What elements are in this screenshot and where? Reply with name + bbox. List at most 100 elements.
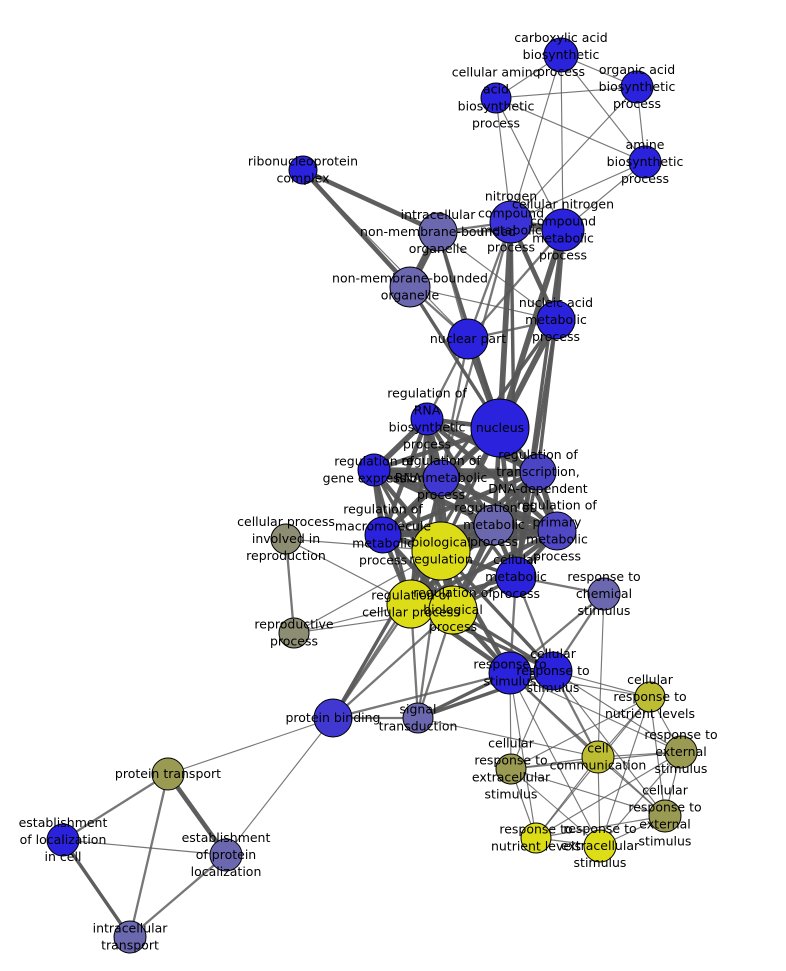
graph-node[interactable] xyxy=(520,822,552,854)
graph-node-label: cellular nitrogen compound metabolic proces… xyxy=(512,196,614,262)
graph-node-label: response to stimulus xyxy=(473,656,546,688)
graph-node[interactable] xyxy=(536,300,576,340)
graph-node-label: establishment of localization in cell xyxy=(19,815,108,864)
graph-edge xyxy=(510,768,601,847)
graph-node[interactable] xyxy=(364,516,402,554)
graph-node-label: carboxylic acid biosynthetic process xyxy=(514,30,607,79)
graph-node-label: intracellular non-membrane-bounded organel… xyxy=(360,207,516,256)
graph-edge xyxy=(302,169,469,340)
graph-node-label: regulation of transcription, DNA-dependent xyxy=(488,447,587,496)
graph-edge xyxy=(495,97,564,231)
graph-node[interactable] xyxy=(357,453,391,487)
graph-node[interactable] xyxy=(495,753,527,785)
graph-node[interactable] xyxy=(151,757,185,791)
graph-edge xyxy=(510,768,666,817)
graph-edge xyxy=(417,717,599,758)
graph-node[interactable] xyxy=(470,398,530,458)
graph-node[interactable] xyxy=(648,799,682,833)
graph-edge xyxy=(61,838,132,939)
edges-layer xyxy=(61,54,682,939)
graph-node-label: cellular response to external stimulus xyxy=(628,782,701,848)
graph-edge xyxy=(380,469,541,538)
graph-edge xyxy=(439,337,470,480)
graph-node[interactable] xyxy=(418,212,458,252)
graph-node-label: protein binding xyxy=(285,710,380,725)
graph-node[interactable] xyxy=(583,829,617,863)
graph-edge xyxy=(495,86,638,99)
graph-node[interactable] xyxy=(620,70,654,104)
graph-edge xyxy=(466,228,565,341)
graph-edge xyxy=(371,467,560,534)
graph-node[interactable] xyxy=(489,200,533,244)
graph-edge xyxy=(284,537,296,635)
graph-node[interactable] xyxy=(587,577,621,611)
nodes-layer[interactable] xyxy=(46,37,698,954)
graph-node[interactable] xyxy=(411,521,471,581)
graph-edge xyxy=(509,672,682,753)
graph-node[interactable] xyxy=(634,681,666,713)
graph-edge xyxy=(61,772,170,842)
graph-node[interactable] xyxy=(473,504,515,546)
graph-node-label: response to external stimulus xyxy=(644,727,717,776)
graph-node[interactable] xyxy=(537,511,577,551)
graph-edge xyxy=(509,672,537,839)
graph-node[interactable] xyxy=(543,37,579,73)
graph-edge xyxy=(510,161,646,223)
graph-node-label: regulation of cellular process xyxy=(362,587,460,619)
graph-node[interactable] xyxy=(209,838,243,872)
graph-node[interactable] xyxy=(46,823,80,857)
graph-edge xyxy=(128,853,228,939)
graph-node-label: organic acid biosynthetic process xyxy=(599,62,676,111)
graph-edge xyxy=(509,672,601,847)
graph-node[interactable] xyxy=(428,585,478,635)
graph-edge xyxy=(437,231,557,321)
graph-edge xyxy=(497,227,566,431)
graph-node-label: response to nutrient levels xyxy=(491,821,581,853)
graph-node[interactable] xyxy=(313,698,353,738)
graph-node[interactable] xyxy=(288,155,318,185)
graph-edge xyxy=(300,167,413,290)
graph-edge xyxy=(510,54,562,223)
graph-node[interactable] xyxy=(519,453,557,491)
graph-node[interactable] xyxy=(495,556,537,598)
graph-node[interactable] xyxy=(628,145,662,179)
graph-node[interactable] xyxy=(488,651,532,695)
graph-edge xyxy=(167,717,334,775)
graph-node[interactable] xyxy=(278,617,310,649)
graph-edge xyxy=(510,696,651,770)
graph-node[interactable] xyxy=(664,735,698,769)
graph-node[interactable] xyxy=(541,208,585,252)
graph-edge xyxy=(300,167,441,235)
graph-node[interactable] xyxy=(422,459,460,497)
graph-node-label: response to chemical stimulus xyxy=(567,569,640,618)
graph-node[interactable] xyxy=(533,651,573,691)
graph-node-label: regulation of gene expression xyxy=(323,453,426,485)
graph-edge xyxy=(409,417,429,606)
graph-edge xyxy=(599,696,651,847)
graph-edge xyxy=(331,671,512,720)
graph-node[interactable] xyxy=(389,266,431,308)
graph-node[interactable] xyxy=(270,523,302,555)
graph-node[interactable] xyxy=(480,82,512,114)
graph-edge xyxy=(535,751,682,839)
graph-edge xyxy=(165,771,229,858)
graph-node-label: establishment of protein localization xyxy=(182,830,271,879)
graph-node[interactable] xyxy=(113,920,147,954)
graph-edge xyxy=(510,86,638,223)
graph-node[interactable] xyxy=(447,318,489,360)
graph-edge xyxy=(599,751,682,847)
graph-node-label: cellular amino acid biosynthetic process xyxy=(452,64,541,130)
graph-node-label: regulation of RNA biosynthetic process xyxy=(387,385,467,451)
graph-node[interactable] xyxy=(410,402,444,436)
graph-edge xyxy=(62,839,227,856)
graph-edge xyxy=(560,54,646,163)
graph-node-label: cell communication xyxy=(550,740,647,772)
graph-node-label: ribonucleoprotein complex xyxy=(248,153,358,185)
graph-node[interactable] xyxy=(402,702,434,734)
graph-edge xyxy=(331,608,455,720)
graph-edge xyxy=(536,318,558,474)
graph-node[interactable] xyxy=(581,740,615,774)
graph-edge xyxy=(331,426,502,720)
